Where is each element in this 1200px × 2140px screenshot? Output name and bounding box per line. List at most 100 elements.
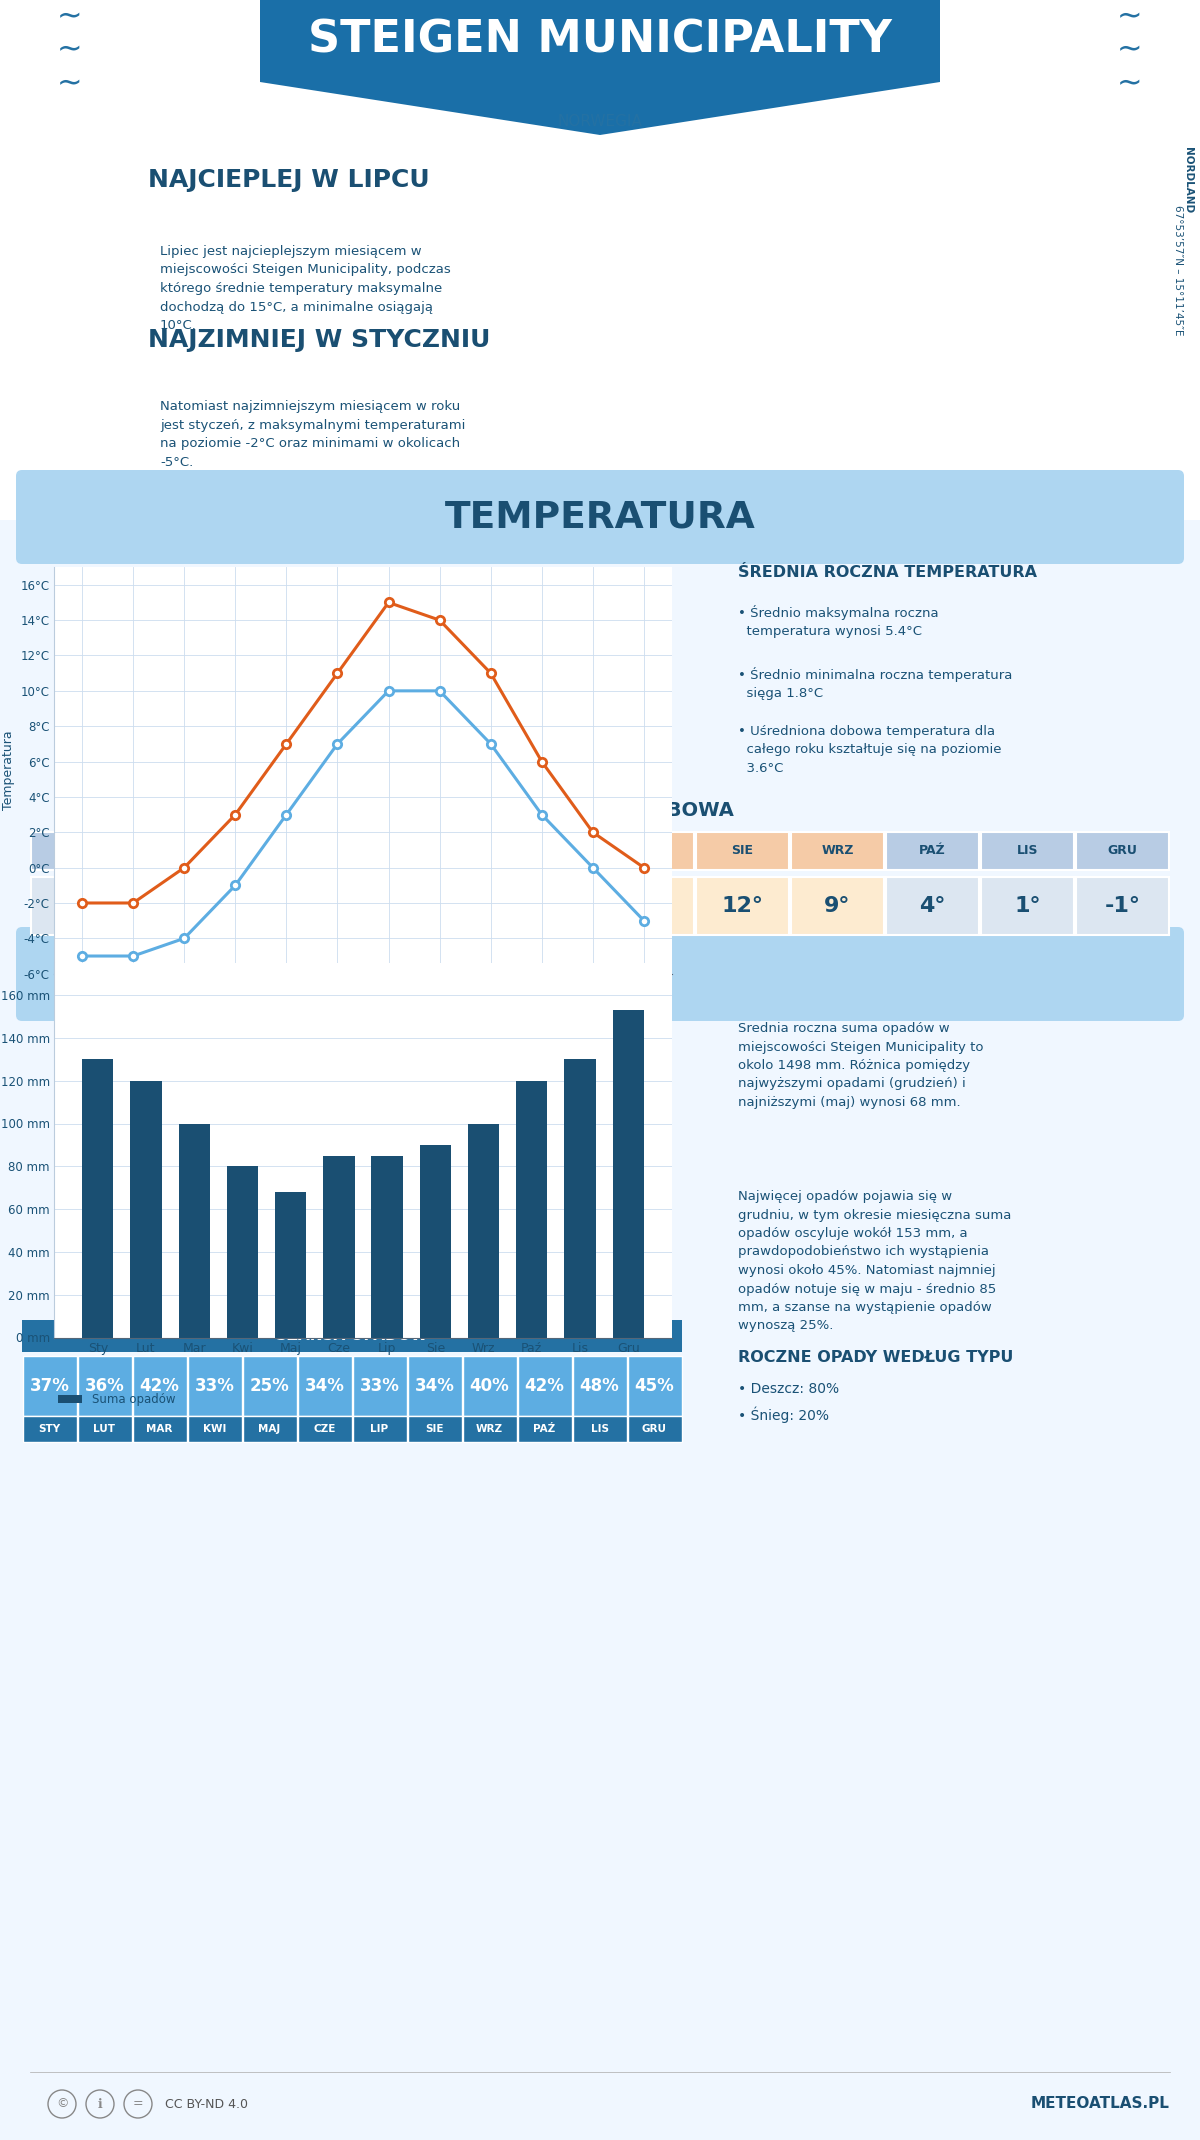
FancyBboxPatch shape — [572, 1357, 626, 1417]
Text: NORWEGIA: NORWEGIA — [558, 116, 642, 131]
Text: -3°: -3° — [60, 897, 96, 916]
Bar — [564, 1059, 595, 1338]
Text: ∼
∼
∼: ∼ ∼ ∼ — [1117, 2, 1142, 98]
Text: • Średnio maksymalna roczna
  temperatura wynosi 5.4°C: • Średnio maksymalna roczna temperatura … — [738, 606, 938, 638]
FancyBboxPatch shape — [23, 1357, 77, 1417]
Text: 12°: 12° — [721, 897, 763, 916]
Legend: Suma opadów: Suma opadów — [54, 1389, 180, 1410]
Bar — [131, 1081, 162, 1338]
Bar — [323, 1156, 354, 1338]
Text: SZANSA OPADÓW: SZANSA OPADÓW — [276, 1329, 427, 1344]
FancyBboxPatch shape — [242, 1417, 296, 1442]
Text: -2°: -2° — [250, 897, 286, 916]
FancyBboxPatch shape — [408, 1357, 462, 1417]
Text: ©: © — [55, 2097, 68, 2110]
Text: ŚREDNIA ROCZNA TEMPERATURA: ŚREDNIA ROCZNA TEMPERATURA — [738, 565, 1037, 580]
FancyBboxPatch shape — [126, 877, 220, 935]
Text: MAR: MAR — [252, 845, 283, 858]
Text: 42%: 42% — [524, 1376, 564, 1395]
Text: 33%: 33% — [360, 1376, 400, 1395]
FancyBboxPatch shape — [628, 1357, 682, 1417]
Text: 48%: 48% — [580, 1376, 619, 1395]
Text: • Deszcz: 80%
• Śnieg: 20%: • Deszcz: 80% • Śnieg: 20% — [738, 1382, 839, 1423]
FancyBboxPatch shape — [31, 832, 124, 871]
FancyBboxPatch shape — [353, 1417, 407, 1442]
FancyBboxPatch shape — [791, 877, 884, 935]
Bar — [420, 1145, 451, 1338]
Text: 36%: 36% — [85, 1376, 125, 1395]
Text: NAJZIMNIEJ W STYCZNIU: NAJZIMNIEJ W STYCZNIU — [148, 327, 491, 351]
Text: MAJ: MAJ — [258, 1423, 281, 1434]
Bar — [612, 1010, 644, 1338]
FancyBboxPatch shape — [23, 1417, 77, 1442]
FancyBboxPatch shape — [187, 1417, 241, 1442]
FancyBboxPatch shape — [696, 832, 790, 871]
FancyBboxPatch shape — [316, 877, 409, 935]
Text: -1°: -1° — [1104, 897, 1140, 916]
Text: 1°: 1° — [1014, 897, 1040, 916]
Text: CZE: CZE — [313, 1423, 336, 1434]
FancyBboxPatch shape — [410, 877, 504, 935]
FancyBboxPatch shape — [886, 877, 979, 935]
FancyBboxPatch shape — [886, 832, 979, 871]
FancyBboxPatch shape — [982, 877, 1074, 935]
FancyBboxPatch shape — [462, 1417, 516, 1442]
Text: 25%: 25% — [250, 1376, 289, 1395]
Text: Natomiast najzimniejszym miesiącem w roku
jest styczeń, z maksymalnymi temperatu: Natomiast najzimniejszym miesiącem w rok… — [160, 400, 466, 469]
Text: LIP: LIP — [637, 845, 659, 858]
Text: KWI: KWI — [203, 1423, 226, 1434]
Text: WRZ: WRZ — [476, 1423, 503, 1434]
Text: 33%: 33% — [194, 1376, 234, 1395]
FancyBboxPatch shape — [16, 471, 1184, 565]
FancyBboxPatch shape — [410, 832, 504, 871]
Text: =: = — [133, 2097, 143, 2110]
Text: STEIGEN MUNICIPALITY: STEIGEN MUNICIPALITY — [308, 19, 892, 62]
FancyBboxPatch shape — [0, 146, 1200, 520]
Text: CZE: CZE — [539, 845, 566, 858]
FancyBboxPatch shape — [16, 927, 1184, 1021]
Text: 13°: 13° — [626, 897, 668, 916]
Text: 34%: 34% — [414, 1376, 455, 1395]
FancyBboxPatch shape — [696, 877, 790, 935]
FancyBboxPatch shape — [31, 877, 124, 935]
Text: TEMPERATURA DOBOWA: TEMPERATURA DOBOWA — [466, 800, 734, 820]
FancyBboxPatch shape — [791, 832, 884, 871]
Text: 5°: 5° — [444, 897, 470, 916]
Text: • Średnio minimalna roczna temperatura
  sięga 1.8°C: • Średnio minimalna roczna temperatura s… — [738, 668, 1013, 700]
FancyBboxPatch shape — [408, 1417, 462, 1442]
Text: • Uśredniona dobowa temperatura dla
  całego roku kształtuje się na poziomie
  3: • Uśredniona dobowa temperatura dla całe… — [738, 725, 1002, 775]
FancyBboxPatch shape — [506, 832, 599, 871]
Bar — [275, 1192, 306, 1338]
FancyBboxPatch shape — [187, 1357, 241, 1417]
Text: ∼
∼
∼: ∼ ∼ ∼ — [58, 2, 83, 98]
Text: ℹ: ℹ — [97, 2097, 102, 2110]
Text: Srednia roczna suma opadów w
miejscowości Steigen Municipality to
okolo 1498 mm.: Srednia roczna suma opadów w miejscowośc… — [738, 1023, 984, 1109]
FancyBboxPatch shape — [601, 877, 694, 935]
FancyBboxPatch shape — [1076, 877, 1169, 935]
FancyBboxPatch shape — [316, 832, 409, 871]
Text: LIS: LIS — [1016, 845, 1038, 858]
Text: METEOATLAS.PL: METEOATLAS.PL — [1031, 2097, 1170, 2112]
FancyBboxPatch shape — [517, 1357, 571, 1417]
FancyBboxPatch shape — [1076, 832, 1169, 871]
FancyBboxPatch shape — [78, 1417, 132, 1442]
Text: LUT: LUT — [94, 1423, 115, 1434]
Bar — [516, 1081, 547, 1338]
Bar — [468, 1124, 499, 1338]
Text: MAJ: MAJ — [444, 845, 470, 858]
Text: TEMPERATURA: TEMPERATURA — [445, 499, 755, 535]
Text: 37%: 37% — [30, 1376, 70, 1395]
Text: OPADY: OPADY — [530, 957, 670, 993]
Bar — [179, 1124, 210, 1338]
Text: 1°: 1° — [349, 897, 376, 916]
FancyBboxPatch shape — [506, 877, 599, 935]
Text: 9°: 9° — [824, 897, 851, 916]
Text: MAR: MAR — [146, 1423, 173, 1434]
FancyBboxPatch shape — [298, 1417, 352, 1442]
Text: LUT: LUT — [160, 845, 186, 858]
Text: PAŹ: PAŹ — [919, 845, 946, 858]
Text: NAJCIEPLEJ W LIPCU: NAJCIEPLEJ W LIPCU — [148, 169, 430, 193]
Bar — [227, 1166, 258, 1338]
Text: -4°: -4° — [155, 897, 191, 916]
Text: LIS: LIS — [590, 1423, 608, 1434]
